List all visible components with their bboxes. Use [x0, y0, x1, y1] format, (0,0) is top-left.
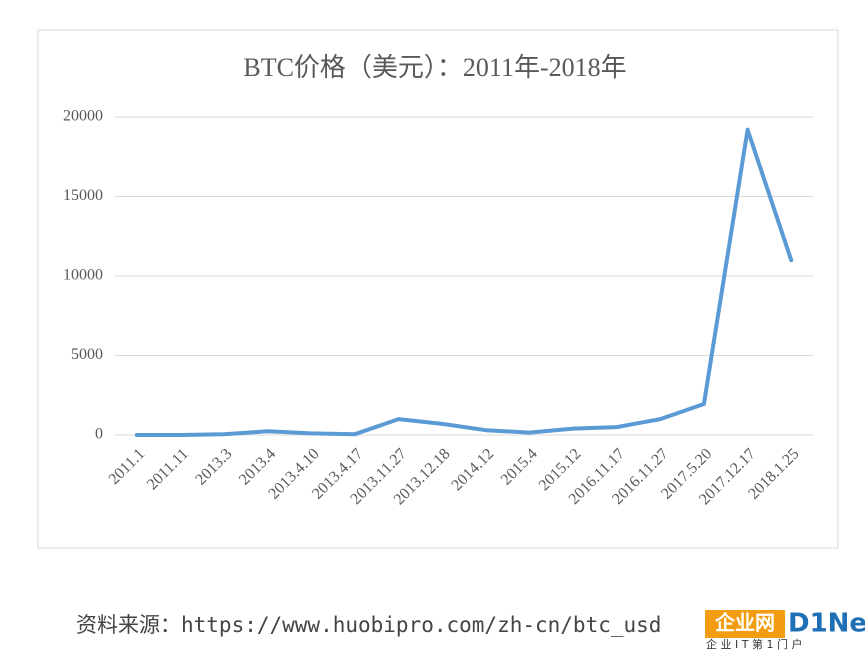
y-tick-label: 0: [95, 426, 103, 443]
y-tick-label: 20000: [63, 108, 103, 125]
watermark-logo-bg: [705, 610, 785, 638]
y-tick-label: 15000: [63, 187, 103, 204]
y-tick-label: 10000: [63, 267, 103, 284]
source-note: 资料来源：https://www.huobipro.com/zh-cn/btc_…: [76, 613, 661, 637]
watermark-logo-left: 企业网: [714, 611, 775, 635]
data-line: [134, 127, 794, 437]
chart-frame: [37, 29, 839, 549]
y-tick-label: 5000: [71, 346, 103, 363]
watermark-logo-right: D1Net: [788, 609, 865, 639]
watermark-tagline: 企 业 I T 第 1 门 户: [706, 637, 802, 651]
chart-title: BTC价格（美元）：2011年-2018年: [243, 53, 626, 82]
